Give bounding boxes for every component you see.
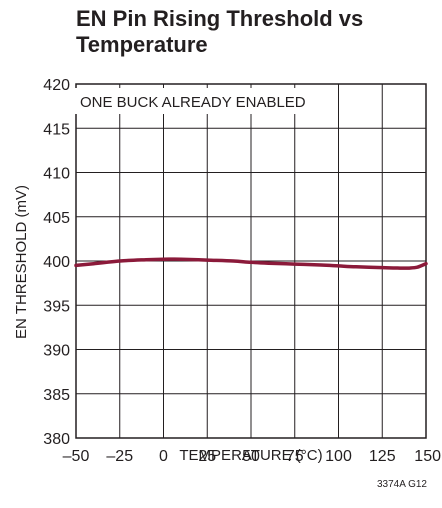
x-tick-label: 150 bbox=[414, 448, 441, 465]
x-tick-label: –50 bbox=[63, 448, 90, 465]
x-tick-label: 0 bbox=[159, 448, 168, 465]
annotation-label: ONE BUCK ALREADY ENABLED bbox=[80, 94, 306, 111]
x-tick-label: 25 bbox=[198, 448, 216, 465]
series-group bbox=[74, 257, 428, 270]
y-tick-label: 380 bbox=[43, 431, 70, 448]
x-tick-label: 50 bbox=[242, 448, 260, 465]
plot-frame bbox=[75, 83, 427, 439]
chart-title: EN Pin Rising Threshold vs Temperature bbox=[76, 6, 364, 57]
y-tick-label: 420 bbox=[43, 77, 70, 94]
annotation-background bbox=[74, 88, 314, 114]
y-tick-label: 415 bbox=[43, 121, 70, 138]
x-tick-label: 125 bbox=[369, 448, 396, 465]
y-tick-labels: 420 415 410 405 400 395 390 385 380 bbox=[43, 77, 70, 448]
x-tick-labels: –50 –25 0 25 50 75 100 125 150 bbox=[63, 448, 441, 465]
series-line-0 bbox=[74, 257, 428, 270]
y-tick-label: 400 bbox=[43, 254, 70, 271]
x-axis-label: TEMPERATURE (°C) bbox=[179, 447, 322, 464]
plot-border bbox=[75, 83, 427, 439]
y-tick-label: 410 bbox=[43, 166, 70, 183]
x-tick-label: 100 bbox=[325, 448, 352, 465]
x-tick-label: –25 bbox=[106, 448, 133, 465]
y-tick-label: 405 bbox=[43, 210, 70, 227]
y-tick-label: 390 bbox=[43, 343, 70, 360]
y-axis-label: EN THRESHOLD (mV) bbox=[13, 185, 30, 339]
y-tick-label: 385 bbox=[43, 387, 70, 404]
x-tick-label: 75 bbox=[286, 448, 304, 465]
y-tick-label: 395 bbox=[43, 298, 70, 315]
figure-code: 3374A G12 bbox=[377, 479, 427, 490]
